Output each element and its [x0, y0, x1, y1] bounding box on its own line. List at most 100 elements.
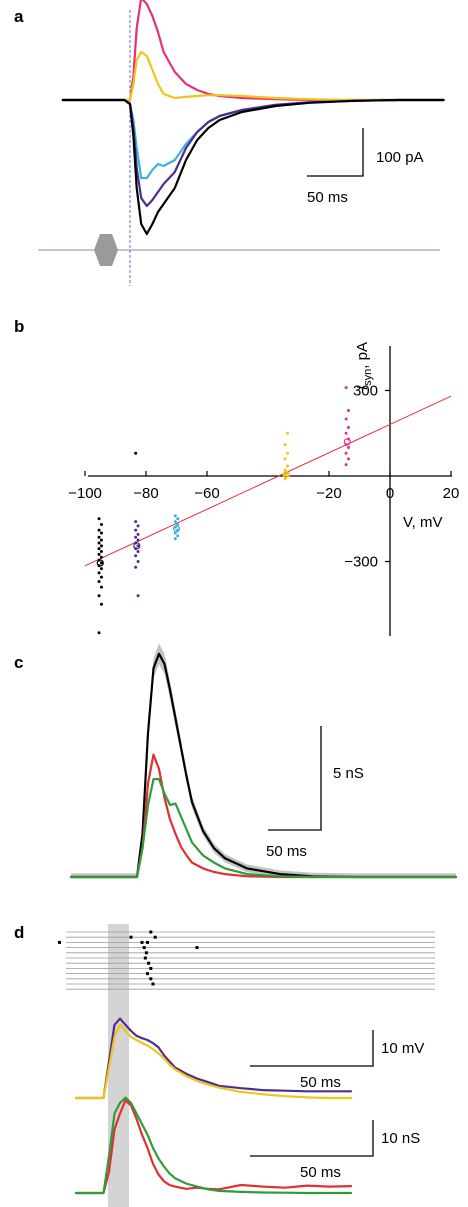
- panel-b-point: [344, 431, 348, 435]
- panel-a-series-group: [61, 0, 445, 236]
- panel-c-trace-0: [69, 652, 458, 879]
- panel-b-point: [97, 571, 101, 575]
- panel-b-point: [97, 535, 101, 539]
- panel-b-x-tick-label: −60: [194, 485, 219, 502]
- panel-d-spike-mark: [58, 940, 61, 944]
- panel-c-error-band: [71, 643, 456, 877]
- panel-d-voltage-scale-x-label: 50 ms: [300, 1074, 341, 1091]
- panel-b-x-tick-label: 0: [386, 485, 394, 502]
- panel-b-y-label-unit: , pA: [354, 342, 371, 369]
- panel-b-point: [344, 417, 348, 421]
- panel-b-point: [99, 544, 103, 548]
- panel-label-c: c: [14, 653, 23, 672]
- panel-b-point: [136, 544, 140, 548]
- panel-b-point: [283, 443, 287, 447]
- panel-b-y-label-main: I: [354, 386, 371, 390]
- panel-b-point: [283, 457, 287, 461]
- panel-b-point: [136, 550, 140, 554]
- panel-c-trace-1: [69, 753, 458, 879]
- panel-d-shaded-window: [108, 924, 129, 1207]
- panel-b-point: [134, 565, 138, 569]
- panel-b-point: [173, 514, 177, 518]
- panel-a-trace-4: [61, 98, 445, 236]
- panel-b-point: [134, 520, 138, 524]
- panel-b-point: [136, 560, 140, 563]
- panel-b-x-tick-label: −80: [133, 485, 158, 502]
- panel-b-point: [136, 524, 140, 528]
- panel-b-point: [97, 552, 101, 556]
- panel-d-conductance-scale-y-label: 10 nS: [381, 1130, 420, 1147]
- panel-b-point: [286, 451, 289, 455]
- panel-b-point: [99, 575, 103, 579]
- panel-d-conductance-trace-1: [74, 1096, 353, 1195]
- panel-c-scale-x-label: 50 ms: [266, 843, 307, 860]
- panel-b-point: [344, 386, 348, 390]
- panel-b-point: [99, 567, 103, 571]
- panel-b-x-tick-label: −20: [316, 485, 341, 502]
- panel-d-voltage-scale-bar: 10 mV 50 ms: [250, 1030, 424, 1091]
- panel-label-b: b: [14, 317, 24, 336]
- panel-b-point: [99, 585, 103, 589]
- panel-d-spike-mark: [142, 946, 146, 950]
- panel-b-point: [286, 431, 289, 435]
- panel-b-point: [99, 561, 103, 565]
- panel-a-trace-2: [61, 98, 445, 180]
- panel-label-d: d: [14, 923, 24, 942]
- panel-d-raster-group: [58, 930, 435, 990]
- panel-d-conductance-scale-x-label: 50 ms: [300, 1164, 341, 1181]
- panel-d-spike-mark: [146, 972, 149, 976]
- panel-b-point: [97, 541, 101, 545]
- panel-b-point: [97, 594, 101, 598]
- panel-d-spike-mark: [144, 951, 148, 955]
- panel-a-trace-0: [61, 0, 445, 102]
- panel-b-x-axis-label: V, mV: [403, 514, 442, 531]
- panel-b-fit-line: [84, 395, 452, 567]
- panel-b-points-group: [96, 386, 351, 635]
- panel-b-point: [134, 451, 138, 455]
- panel-d-voltage-scale-y-label: 10 mV: [381, 1040, 424, 1057]
- panel-b-point: [176, 534, 180, 538]
- panel-d-spike-mark: [129, 935, 133, 939]
- panel-a-scale-y-label: 100 pA: [376, 149, 424, 166]
- panel-b-point: [97, 528, 101, 532]
- panel-a-trace-1: [61, 50, 445, 102]
- panel-b-point: [97, 579, 101, 583]
- panel-d-voltage-group: [74, 1017, 353, 1100]
- panel-b-point: [347, 408, 350, 412]
- panel-d-spike-mark: [149, 977, 153, 981]
- panel-d-voltage-trace-0: [74, 1017, 353, 1100]
- panel-b-point: [99, 602, 103, 606]
- panel-c-scale-y-label: 5 nS: [333, 765, 364, 782]
- panel-b-point: [97, 547, 101, 551]
- panel-d-conductance-scale-bar-lines: [250, 1120, 374, 1157]
- panel-d-spike-mark: [149, 966, 153, 970]
- panel-b-point: [134, 535, 138, 539]
- panel-b-point: [99, 550, 103, 554]
- panel-b-point: [286, 464, 289, 468]
- panel-b-point: [99, 538, 103, 542]
- panel-b-point: [347, 446, 350, 449]
- panel-b-point: [136, 538, 140, 542]
- panel-a-stimulus-hexagon: [94, 234, 118, 266]
- panel-d-spike-mark: [195, 946, 199, 950]
- panel-b-point: [136, 532, 140, 536]
- panel-d-spike-mark: [153, 935, 157, 939]
- panel-d-spike-mark: [146, 940, 149, 944]
- panel-b-point: [347, 457, 350, 461]
- panel-d-spike-mark: [147, 961, 151, 965]
- panel-a-scale-bar: 100 pA 50 ms: [307, 128, 424, 206]
- panel-b-mean-marker: [343, 438, 351, 446]
- panel-b-x-tick-label: −100: [68, 485, 102, 502]
- panel-a-scale-bar-lines: [307, 128, 364, 177]
- panel-b-y-label-sub: syn: [362, 369, 374, 386]
- panel-d-spike-mark: [151, 982, 155, 986]
- panel-b-point: [173, 537, 177, 541]
- panel-d-raster-and-traces: 10 mV 50 ms 10 nS 50 ms: [58, 924, 435, 1207]
- panel-b-point: [134, 554, 138, 558]
- panel-c-series-group: [69, 643, 458, 879]
- panel-d-conductance-group: [74, 1096, 353, 1195]
- panel-b-point: [99, 522, 103, 526]
- panel-b-point: [283, 473, 287, 477]
- panel-b-ticks: −100 −80 −60 −20 0 20 300 −300: [68, 383, 459, 571]
